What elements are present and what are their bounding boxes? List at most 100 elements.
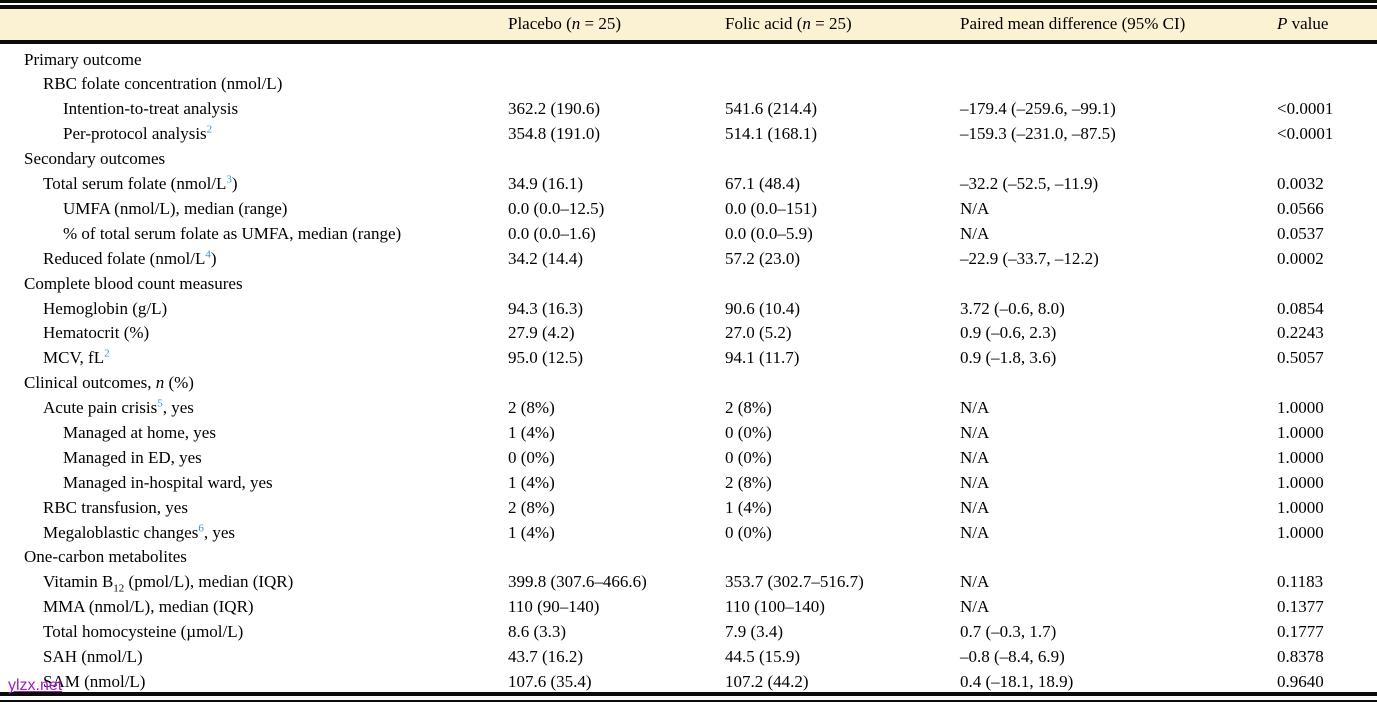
row-value-mean-difference: –179.4 (–259.6, –99.1) — [960, 99, 1116, 119]
row-value-mean-difference: N/A — [960, 398, 990, 418]
row-value-placebo: 107.6 (35.4) — [508, 671, 592, 691]
row-value-mean-difference: N/A — [960, 223, 990, 243]
row-value-folic-acid: 67.1 (48.4) — [725, 174, 801, 194]
row-value-folic-acid: 0 (0%) — [725, 422, 772, 442]
row-value-p — [1277, 545, 1377, 570]
row-label: RBC transfusion, yes — [43, 497, 188, 517]
row-value-mean-difference: 0.9 (–1.8, 3.6) — [960, 348, 1057, 368]
row-value-mean-difference: –22.9 (–33.7, –12.2) — [960, 248, 1099, 268]
row-value-placebo: 0.0 (0.0–1.6) — [508, 223, 596, 243]
row-value-placebo: 110 (90–140) — [508, 597, 600, 617]
row-value-mean-difference: –0.8 (–8.4, 6.9) — [960, 646, 1065, 666]
row-value-placebo: 27.9 (4.2) — [508, 323, 575, 343]
row-value-mean-difference — [960, 272, 1277, 297]
table-row: Managed at home, yes 1 (4%) 0 (0%) N/A 1… — [0, 421, 1377, 446]
row-value-mean-difference — [960, 545, 1277, 570]
row-value-p — [1277, 147, 1377, 172]
row-value-folic-acid: 2 (8%) — [725, 472, 772, 492]
row-value-folic-acid: 0.0 (0.0–5.9) — [725, 223, 813, 243]
row-value-placebo: 362.2 (190.6) — [508, 99, 601, 119]
row-label: Hemoglobin (g/L) — [43, 298, 168, 318]
row-value-p — [1277, 72, 1377, 97]
italic-text: n — [155, 373, 165, 393]
subscript-text: 12 — [113, 582, 125, 595]
row-value-p — [1277, 272, 1377, 297]
row-value-mean-difference — [960, 371, 1277, 396]
row-value-placebo: 399.8 (307.6–466.6) — [508, 572, 647, 592]
row-value-mean-difference: N/A — [960, 597, 990, 617]
row-value-folic-acid: 353.7 (302.7–516.7) — [725, 572, 864, 592]
table-bottom-border-inner — [0, 699, 1377, 702]
row-label: Megaloblastic changes6, yes — [43, 521, 235, 542]
row-label: Per-protocol analysis2 — [63, 123, 213, 144]
table-top-border-inner — [0, 5, 1377, 9]
row-value-folic-acid — [725, 48, 960, 73]
row-value-placebo: 1 (4%) — [508, 522, 555, 542]
row-value-placebo — [508, 272, 725, 297]
table-header-bottom-border — [0, 40, 1377, 44]
table-row: Clinical outcomes, n (%) — [0, 371, 1377, 396]
table-row: Total homocysteine (µmol/L) 8.6 (3.3) 7.… — [0, 620, 1377, 645]
row-label: Acute pain crisis5, yes — [43, 397, 194, 418]
table-bottom-border-outer — [0, 691, 1377, 696]
watermark-link[interactable]: ylzx.net — [8, 677, 63, 694]
row-value-mean-difference: N/A — [960, 522, 990, 542]
table-row: Total serum folate (nmol/L3) 34.9 (16.1)… — [0, 172, 1377, 197]
row-value-p: <0.0001 — [1277, 99, 1334, 119]
italic-text: P — [1277, 14, 1288, 34]
row-value-mean-difference — [960, 72, 1277, 97]
row-label: SAH (nmol/L) — [43, 646, 143, 666]
column-header-p-value: P value — [1277, 14, 1329, 34]
row-value-folic-acid — [725, 371, 960, 396]
row-value-placebo: 43.7 (16.2) — [508, 646, 584, 666]
row-value-folic-acid: 0 (0%) — [725, 447, 772, 467]
row-label: Hematocrit (%) — [43, 323, 150, 343]
table-row: UMFA (nmol/L), median (range) 0.0 (0.0–1… — [0, 197, 1377, 222]
row-value-p: 0.1377 — [1277, 597, 1324, 617]
row-value-placebo: 8.6 (3.3) — [508, 622, 567, 642]
table-row: % of total serum folate as UMFA, median … — [0, 222, 1377, 247]
row-label: Managed in ED, yes — [63, 447, 202, 467]
row-value-folic-acid — [725, 545, 960, 570]
row-label: Vitamin B12 (pmol/L), median (IQR) — [43, 572, 294, 595]
row-value-mean-difference: –159.3 (–231.0, –87.5) — [960, 124, 1116, 144]
row-value-folic-acid: 514.1 (168.1) — [725, 124, 818, 144]
row-value-folic-acid: 541.6 (214.4) — [725, 99, 818, 119]
row-label: Total serum folate (nmol/L3) — [43, 173, 238, 194]
table-top-border-outer — [0, 0, 1377, 4]
table-row: Reduced folate (nmol/L4) 34.2 (14.4) 57.… — [0, 247, 1377, 272]
table-row: Vitamin B12 (pmol/L), median (IQR) 399.8… — [0, 570, 1377, 595]
row-value-folic-acid: 107.2 (44.2) — [725, 671, 809, 691]
row-label: Reduced folate (nmol/L4) — [43, 248, 217, 268]
row-value-mean-difference: 0.4 (–18.1, 18.9) — [960, 671, 1074, 691]
table-row: MMA (nmol/L), median (IQR) 110 (90–140) … — [0, 595, 1377, 620]
table-row: RBC transfusion, yes 2 (8%) 1 (4%) N/A 1… — [0, 496, 1377, 521]
row-label: Complete blood count measures — [24, 273, 243, 293]
row-value-folic-acid — [725, 72, 960, 97]
row-value-p: 0.0854 — [1277, 298, 1324, 318]
table-row: One-carbon metabolites — [0, 545, 1377, 570]
row-value-placebo: 1 (4%) — [508, 472, 555, 492]
row-value-p: 1.0000 — [1277, 472, 1324, 492]
footnote-superscript: 2 — [104, 347, 110, 360]
row-label: RBC folate concentration (nmol/L) — [43, 74, 283, 94]
footnote-superscript: 4 — [205, 248, 211, 261]
row-value-mean-difference — [960, 147, 1277, 172]
row-value-p: 0.5057 — [1277, 348, 1324, 368]
row-value-p: 1.0000 — [1277, 422, 1324, 442]
row-label: Secondary outcomes — [24, 149, 166, 169]
table-row: Hematocrit (%) 27.9 (4.2) 27.0 (5.2) 0.9… — [0, 321, 1377, 346]
row-value-folic-acid: 0.0 (0.0–151) — [725, 198, 818, 218]
row-value-folic-acid: 0 (0%) — [725, 522, 772, 542]
row-value-folic-acid: 44.5 (15.9) — [725, 646, 801, 666]
row-value-p: 1.0000 — [1277, 447, 1324, 467]
row-value-mean-difference: N/A — [960, 472, 990, 492]
table-row: Secondary outcomes — [0, 147, 1377, 172]
row-value-p: 0.8378 — [1277, 646, 1324, 666]
row-label: Clinical outcomes, n (%) — [24, 373, 194, 393]
row-value-p: 0.0566 — [1277, 198, 1324, 218]
table-row: Per-protocol analysis2 354.8 (191.0) 514… — [0, 122, 1377, 147]
row-value-folic-acid: 2 (8%) — [725, 398, 772, 418]
row-value-mean-difference: N/A — [960, 572, 990, 592]
row-value-placebo — [508, 545, 725, 570]
